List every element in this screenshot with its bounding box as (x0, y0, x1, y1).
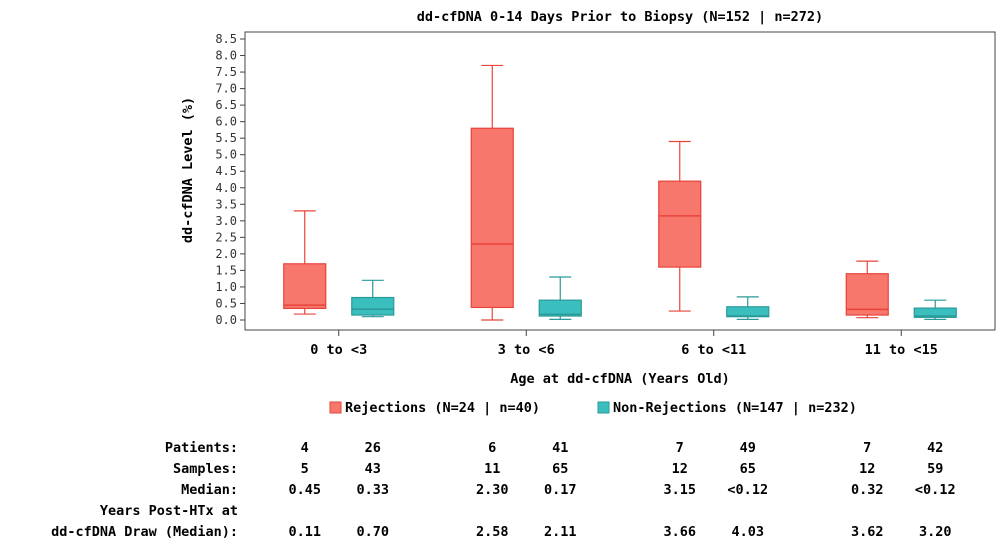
box-iqr (351, 296, 395, 316)
box-iqr (283, 263, 327, 310)
legend-label: Rejections (N=24 | n=40) (345, 400, 540, 416)
y-axis-label: dd-cfDNA Level (%) (180, 97, 196, 243)
box-rejection (470, 64, 514, 321)
box-non-rejection (913, 299, 957, 320)
x-tick-label: 11 to <15 (865, 342, 938, 358)
y-tick-label: 3.5 (215, 197, 237, 211)
x-axis-label: Age at dd-cfDNA (Years Old) (510, 371, 729, 387)
y-tick-label: 2.0 (215, 247, 237, 261)
box-non-rejection (351, 279, 395, 318)
plot-frame (244, 31, 996, 331)
legend-swatch (329, 401, 342, 414)
legend-swatch (597, 401, 610, 414)
y-tick-label: 8.0 (215, 49, 237, 63)
box-rejection (658, 140, 702, 312)
box-rejection (283, 210, 327, 315)
y-axis: 0.0 0.5 1.0 1.5 2.0 2.5 3.0 3.5 4.0 4.5 5.0 5.5 6.0 6… (215, 32, 245, 327)
y-tick-label: 6.0 (215, 115, 237, 129)
legend: Rejections (N=24 | n=40) Non-Rejections (… (329, 400, 857, 416)
x-tick-label: 6 to <11 (681, 342, 746, 358)
box-non-rejection (726, 296, 770, 320)
box-iqr (658, 180, 702, 268)
y-tick-label: 5.5 (215, 131, 237, 145)
box-iqr (470, 127, 514, 309)
box-iqr (845, 273, 889, 316)
y-tick-label: 3.0 (215, 214, 237, 228)
box-rejection (845, 260, 889, 319)
y-tick-label: 5.0 (215, 148, 237, 162)
x-tick-label: 0 to <3 (310, 342, 367, 358)
box-iqr (913, 307, 957, 318)
chart-title: dd-cfDNA 0-14 Days Prior to Biopsy (N=15… (417, 9, 823, 25)
box-series (283, 64, 957, 321)
box-non-rejection (538, 276, 582, 320)
y-tick-label: 4.5 (215, 164, 237, 178)
y-tick-label: 1.5 (215, 263, 237, 277)
y-tick-label: 1.0 (215, 280, 237, 294)
box-iqr (538, 299, 582, 317)
y-tick-label: 7.5 (215, 65, 237, 79)
x-tick-label: 3 to <6 (498, 342, 555, 358)
y-tick-label: 2.5 (215, 230, 237, 244)
y-tick-label: 8.5 (215, 32, 237, 46)
box-iqr (726, 306, 770, 318)
y-tick-label: 0.5 (215, 296, 237, 310)
y-tick-label: 4.0 (215, 181, 237, 195)
y-tick-label: 6.5 (215, 98, 237, 112)
y-tick-label: 7.0 (215, 82, 237, 96)
x-axis: 0 to <3 3 to <6 6 to <11 11 to <15 (310, 330, 938, 358)
legend-label: Non-Rejections (N=147 | n=232) (613, 400, 857, 416)
y-tick-label: 0.0 (215, 313, 237, 327)
